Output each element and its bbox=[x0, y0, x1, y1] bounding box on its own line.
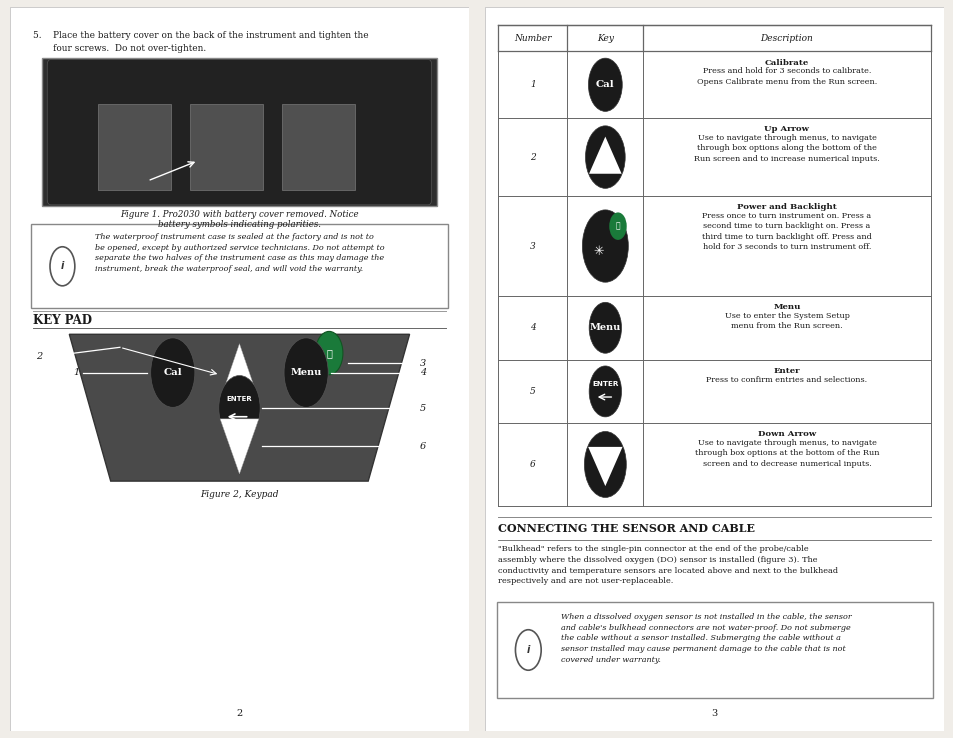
Circle shape bbox=[589, 303, 620, 354]
Text: Enter: Enter bbox=[773, 367, 800, 375]
Circle shape bbox=[589, 366, 620, 417]
Text: Up Arrow: Up Arrow bbox=[763, 125, 808, 134]
FancyBboxPatch shape bbox=[30, 224, 448, 308]
Text: 1: 1 bbox=[73, 368, 79, 377]
Text: ⏻: ⏻ bbox=[615, 221, 619, 231]
FancyBboxPatch shape bbox=[48, 60, 431, 205]
Circle shape bbox=[609, 213, 626, 240]
Text: ENTER: ENTER bbox=[592, 382, 618, 387]
Text: Description: Description bbox=[760, 34, 813, 43]
Polygon shape bbox=[588, 137, 621, 173]
Circle shape bbox=[315, 331, 342, 375]
Text: ⏻: ⏻ bbox=[326, 348, 332, 358]
Text: 2: 2 bbox=[530, 153, 536, 162]
Text: The waterproof instrument case is sealed at the factory and is not to
be opened,: The waterproof instrument case is sealed… bbox=[94, 233, 384, 272]
Text: Cal: Cal bbox=[163, 368, 182, 377]
Text: i: i bbox=[61, 261, 64, 272]
Text: 2: 2 bbox=[36, 352, 43, 361]
Polygon shape bbox=[220, 419, 258, 474]
Circle shape bbox=[50, 246, 74, 286]
Text: Menu: Menu bbox=[773, 303, 800, 311]
Text: Press to confirm entries and selections.: Press to confirm entries and selections. bbox=[705, 376, 866, 384]
Text: battery symbols indicating polarities.: battery symbols indicating polarities. bbox=[158, 220, 320, 229]
Text: Number: Number bbox=[514, 34, 551, 43]
Text: When a dissolved oxygen sensor is not installed in the cable, the sensor
and cab: When a dissolved oxygen sensor is not in… bbox=[560, 613, 850, 663]
Text: ENTER: ENTER bbox=[227, 396, 252, 401]
Text: Figure 1. Pro2030 with battery cover removed. Notice: Figure 1. Pro2030 with battery cover rem… bbox=[120, 210, 358, 219]
Text: Calibrate: Calibrate bbox=[764, 59, 808, 66]
Text: 2: 2 bbox=[236, 708, 242, 717]
FancyBboxPatch shape bbox=[282, 103, 355, 190]
FancyBboxPatch shape bbox=[190, 103, 263, 190]
Text: Use to enter the System Setup
menu from the Run screen.: Use to enter the System Setup menu from … bbox=[723, 312, 848, 330]
Text: CONNECTING THE SENSOR AND CABLE: CONNECTING THE SENSOR AND CABLE bbox=[497, 523, 755, 534]
Text: Press once to turn instrument on. Press a
second time to turn backlight on. Pres: Press once to turn instrument on. Press … bbox=[701, 212, 871, 251]
Text: 3: 3 bbox=[419, 359, 426, 368]
Polygon shape bbox=[70, 334, 409, 481]
Text: 3: 3 bbox=[530, 241, 536, 250]
Circle shape bbox=[588, 58, 621, 111]
Text: 1: 1 bbox=[530, 80, 536, 89]
Circle shape bbox=[218, 376, 260, 441]
Text: 5: 5 bbox=[419, 404, 426, 413]
Polygon shape bbox=[220, 344, 258, 400]
Text: 6: 6 bbox=[530, 460, 536, 469]
Text: four screws.  Do not over-tighten.: four screws. Do not over-tighten. bbox=[32, 44, 206, 52]
Text: Cal: Cal bbox=[596, 80, 614, 89]
Text: ✳: ✳ bbox=[593, 245, 603, 258]
Text: i: i bbox=[526, 645, 530, 655]
Text: Use to navigate through menus, to navigate
through box options at the bottom of : Use to navigate through menus, to naviga… bbox=[694, 439, 879, 468]
FancyBboxPatch shape bbox=[484, 7, 943, 731]
Text: 3: 3 bbox=[711, 708, 717, 717]
FancyBboxPatch shape bbox=[98, 103, 172, 190]
Text: "Bulkhead" refers to the single-pin connector at the end of the probe/cable
asse: "Bulkhead" refers to the single-pin conn… bbox=[497, 545, 838, 585]
Text: Press and hold for 3 seconds to calibrate.
Opens Calibrate menu from the Run scr: Press and hold for 3 seconds to calibrat… bbox=[696, 67, 876, 86]
Text: KEY PAD: KEY PAD bbox=[32, 314, 91, 327]
Circle shape bbox=[515, 630, 540, 670]
Text: 4: 4 bbox=[419, 368, 426, 377]
Text: 6: 6 bbox=[419, 442, 426, 451]
Circle shape bbox=[584, 432, 626, 497]
FancyBboxPatch shape bbox=[10, 7, 469, 731]
Circle shape bbox=[151, 338, 194, 407]
Text: 5: 5 bbox=[530, 387, 536, 396]
FancyBboxPatch shape bbox=[42, 58, 436, 206]
Text: 5.    Place the battery cover on the back of the instrument and tighten the: 5. Place the battery cover on the back o… bbox=[32, 31, 368, 41]
Text: Figure 2, Keypad: Figure 2, Keypad bbox=[200, 490, 278, 499]
Text: Use to navigate through menus, to navigate
through box options along the bottom : Use to navigate through menus, to naviga… bbox=[694, 134, 879, 162]
Text: 4: 4 bbox=[530, 323, 536, 332]
Text: Power and Backlight: Power and Backlight bbox=[737, 204, 836, 211]
Circle shape bbox=[581, 210, 628, 282]
Circle shape bbox=[585, 126, 624, 188]
Circle shape bbox=[284, 338, 328, 407]
Text: Down Arrow: Down Arrow bbox=[757, 430, 815, 438]
Polygon shape bbox=[588, 447, 622, 486]
Text: Menu: Menu bbox=[291, 368, 321, 377]
Text: ✳: ✳ bbox=[295, 369, 307, 383]
FancyBboxPatch shape bbox=[497, 602, 931, 698]
Text: Menu: Menu bbox=[589, 323, 620, 332]
Text: Key: Key bbox=[597, 34, 613, 43]
